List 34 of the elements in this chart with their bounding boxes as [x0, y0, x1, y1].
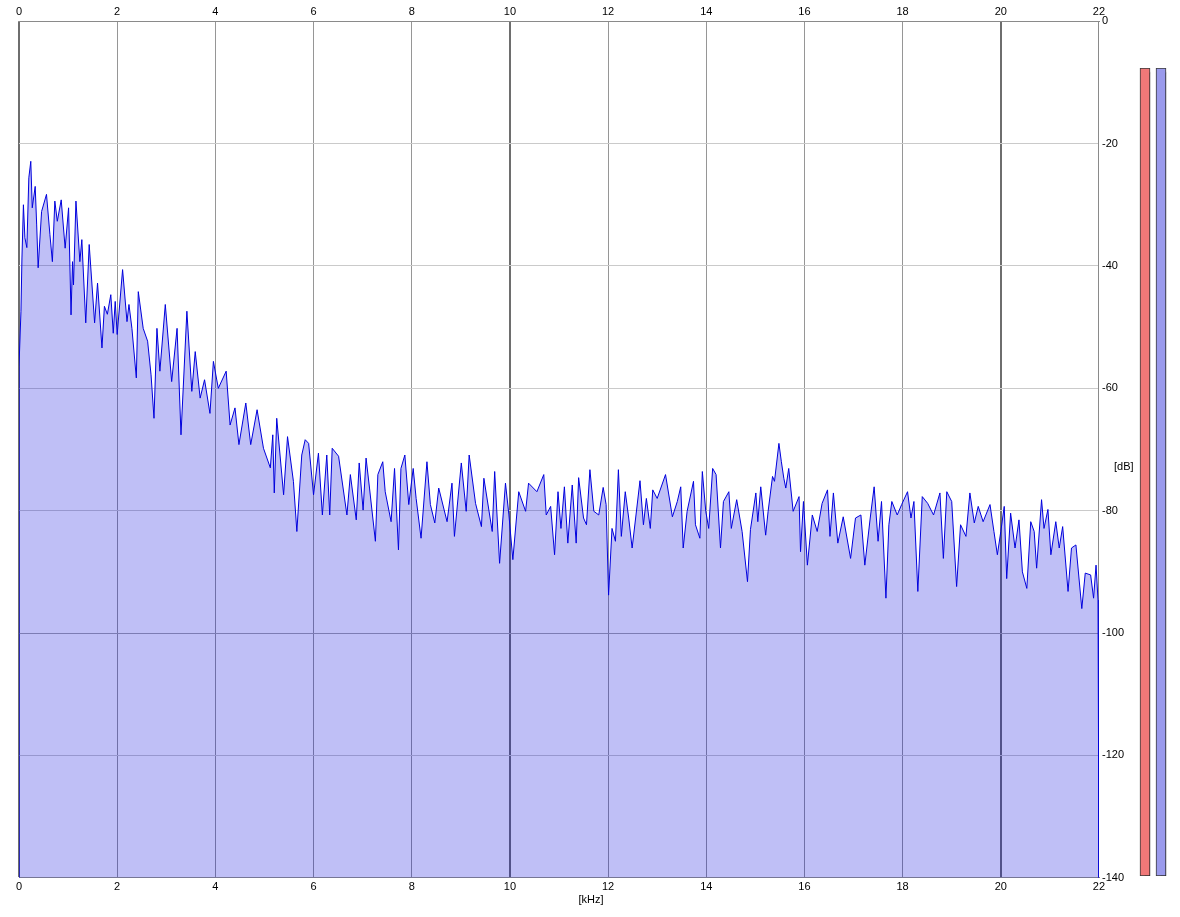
x2-tick-label: 16	[798, 4, 811, 17]
y-tick-label: -80	[1101, 503, 1118, 516]
x2-tick-label: 6	[310, 4, 317, 17]
x-tick-label: 6	[310, 880, 317, 893]
x2-tick-label: 8	[408, 4, 415, 17]
x2-tick-label: 10	[503, 4, 517, 17]
y-tick-label: 0	[1101, 14, 1109, 27]
y-tick-label: -20	[1101, 136, 1118, 149]
x-tick-label: 0	[15, 880, 23, 893]
x-tick-label: 18	[896, 880, 909, 893]
x2-tick-label: 18	[896, 4, 909, 17]
x2-tick-label: 0	[15, 4, 23, 17]
y-tick-label: -40	[1101, 258, 1118, 271]
x-axis-title: [kHz]	[578, 892, 604, 905]
y-tick-label: -120	[1101, 748, 1125, 761]
x2-tick-label: 22	[1092, 4, 1106, 17]
x-tick-label: 12	[601, 880, 615, 893]
x-tick-label: 16	[798, 880, 811, 893]
y-tick-label: -60	[1101, 381, 1118, 394]
x-tick-label: 2	[114, 880, 121, 893]
x-tick-label: 10	[503, 880, 517, 893]
x-tick-label: 14	[700, 880, 713, 893]
x2-tick-label: 20	[994, 4, 1007, 17]
x2-tick-label: 2	[114, 4, 121, 17]
x2-tick-label: 4	[212, 4, 219, 17]
x-tick-label: 4	[212, 880, 219, 893]
y-tick-label: -140	[1101, 870, 1125, 883]
x-tick-label: 8	[408, 880, 415, 893]
y-tick-label: -100	[1101, 626, 1125, 639]
x-tick-label: 20	[994, 880, 1007, 893]
x-tick-label: 22	[1092, 880, 1106, 893]
x2-tick-label: 12	[601, 4, 615, 17]
y-axis-title: [dB]	[1113, 459, 1134, 472]
x2-tick-label: 14	[700, 4, 713, 17]
